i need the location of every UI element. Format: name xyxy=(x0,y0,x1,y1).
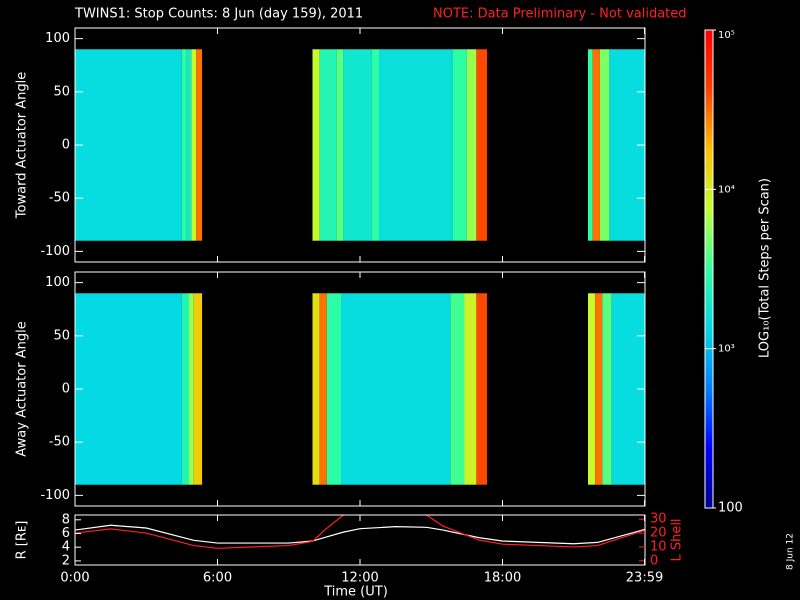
spectrogram-cell xyxy=(196,49,203,241)
spectrogram-cell xyxy=(312,49,320,241)
spectrogram-cell xyxy=(452,49,467,241)
spectrogram-cell xyxy=(588,49,593,241)
spectrogram-cell xyxy=(181,49,187,241)
colorbar xyxy=(704,29,714,509)
y-tick-label: 50 xyxy=(53,84,70,99)
spectrogram-cell xyxy=(186,49,192,241)
date-stamp: 8 Jun 12 xyxy=(786,533,796,570)
spectrogram-cell xyxy=(599,49,610,241)
spectrogram-cell xyxy=(319,49,337,241)
x-tick-label: 0:00 xyxy=(60,571,89,586)
colorbar-tick-label: 10⁵ xyxy=(718,30,735,41)
x-axis-label: Time (UT) xyxy=(323,585,388,600)
y-tick-label: 4 xyxy=(62,540,70,555)
spectrogram-cell xyxy=(476,293,488,485)
y-tick-label: 8 xyxy=(62,512,70,527)
colorbar-label: LOG₁₀(Total Steps per Scan) xyxy=(758,178,773,358)
spectrogram-cell xyxy=(193,293,203,485)
spectrogram-cell xyxy=(319,293,327,485)
spectrogram-cell xyxy=(191,49,197,241)
y2-tick-label: 10 xyxy=(650,539,667,554)
note: NOTE: Data Preliminary - Not validated xyxy=(433,7,687,22)
y2-tick-label: 0 xyxy=(650,553,658,568)
spectrogram-cell xyxy=(181,293,189,485)
y-tick-label: 100 xyxy=(45,31,70,46)
spectrogram-cell xyxy=(379,49,453,241)
spectrogram-cell xyxy=(595,293,603,485)
y-axis-label: R [Rᴇ] xyxy=(15,521,30,560)
spectrogram-cell xyxy=(343,49,372,241)
spectrogram-cell xyxy=(371,49,379,241)
spectrogram-cell xyxy=(602,293,612,485)
spectrogram-cell xyxy=(450,293,465,485)
spectrogram-cell xyxy=(75,293,182,485)
x-tick-label: 12:00 xyxy=(341,571,378,586)
y-axis-label: Away Actuator Angle xyxy=(15,321,30,456)
x-tick-label: 18:00 xyxy=(484,571,521,586)
y-tick-label: -100 xyxy=(40,488,70,503)
spectrogram-cell xyxy=(592,49,600,241)
y-tick-label: -50 xyxy=(49,191,70,206)
spectrogram-cell xyxy=(588,293,596,485)
y-tick-label: 2 xyxy=(62,553,70,568)
spectrogram-cell xyxy=(75,49,182,241)
colorbar-tick-label: 10⁴ xyxy=(718,184,735,195)
y-tick-label: -100 xyxy=(40,244,70,259)
colorbar-tick-label: 100 xyxy=(718,501,743,516)
spectrogram-cell xyxy=(336,49,344,241)
y2-tick-label: 20 xyxy=(650,526,667,541)
spectrogram-cell xyxy=(476,49,488,241)
x-tick-label: 23:59 xyxy=(626,571,663,586)
spectrogram-cell xyxy=(189,293,194,485)
spectrogram-cell xyxy=(326,293,341,485)
y-tick-label: 0 xyxy=(62,138,70,153)
y2-axis-label: L Shell xyxy=(670,518,685,561)
spectrogram-cell xyxy=(341,293,451,485)
y-tick-label: 50 xyxy=(53,328,70,343)
y-tick-label: 100 xyxy=(45,275,70,290)
spectrogram-cell xyxy=(464,293,477,485)
spectrogram-cell xyxy=(466,49,477,241)
colorbar-tick-label: 10³ xyxy=(718,344,735,355)
y-tick-label: -50 xyxy=(49,435,70,450)
y-axis-label: Toward Actuator Angle xyxy=(15,72,30,219)
chart-title: TWINS1: Stop Counts: 8 Jun (day 159), 20… xyxy=(74,7,363,22)
orbit-line xyxy=(75,524,645,545)
x-tick-label: 6:00 xyxy=(203,571,232,586)
orbit-line xyxy=(75,515,645,549)
spectrogram-cell xyxy=(312,293,320,485)
y-tick-label: 0 xyxy=(62,382,70,397)
y2-tick-label: 30 xyxy=(650,512,667,527)
y-tick-label: 6 xyxy=(62,526,70,541)
